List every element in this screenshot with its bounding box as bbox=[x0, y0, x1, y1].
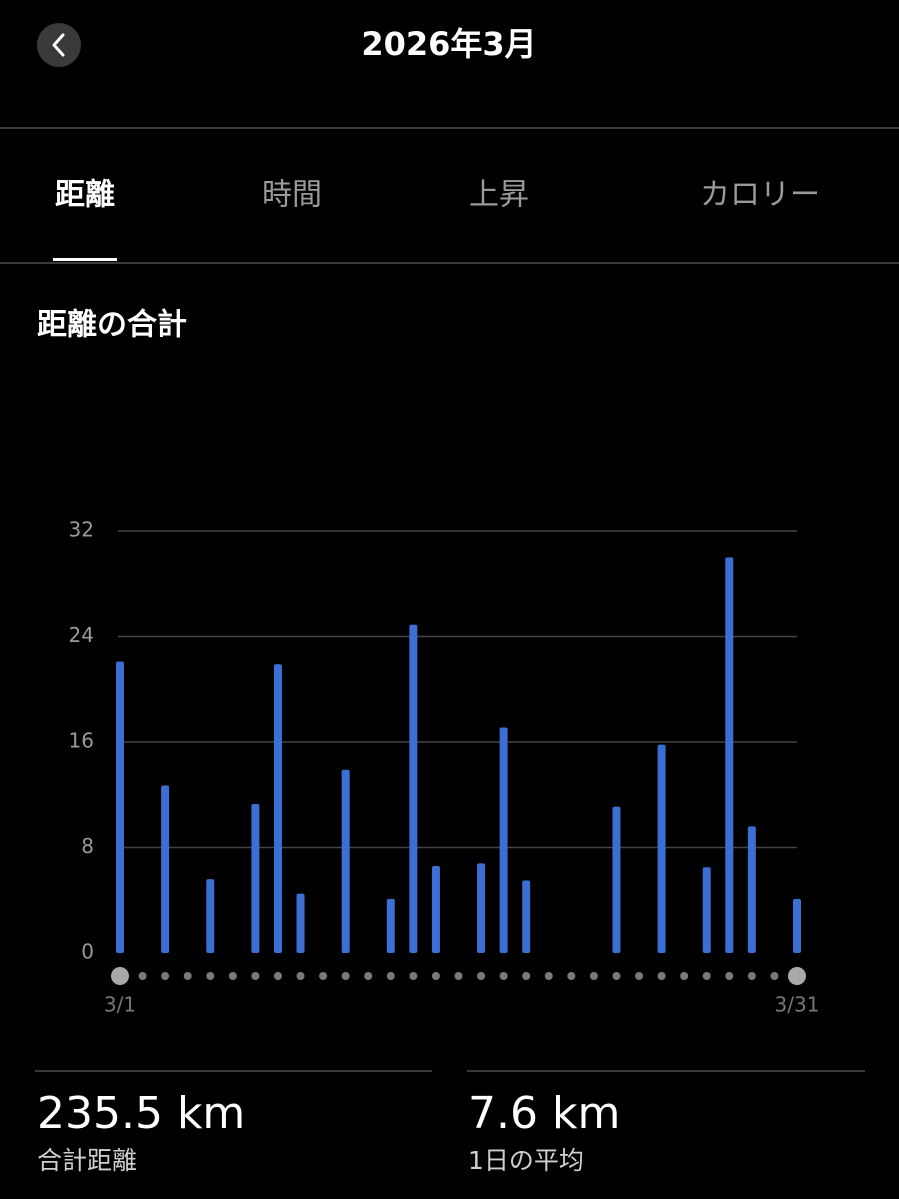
day-dot bbox=[431, 972, 440, 980]
day-dot bbox=[341, 972, 350, 980]
day-dot bbox=[788, 967, 806, 985]
day-dot bbox=[183, 972, 192, 980]
y-tick-label: 8 bbox=[81, 834, 94, 858]
bar bbox=[251, 803, 260, 953]
bar bbox=[409, 624, 418, 953]
bar bbox=[273, 664, 282, 953]
tab[interactable]: カロリー bbox=[700, 178, 820, 213]
day-dot bbox=[251, 972, 260, 980]
bar bbox=[499, 727, 508, 953]
day-dot bbox=[612, 972, 621, 980]
bar bbox=[793, 898, 801, 953]
day-dot bbox=[747, 972, 756, 980]
bar bbox=[657, 744, 666, 953]
day-dot bbox=[589, 972, 598, 980]
bar bbox=[116, 661, 124, 953]
day-dot bbox=[567, 972, 576, 980]
bar bbox=[725, 557, 734, 953]
back-button-bg[interactable] bbox=[37, 23, 81, 67]
bar bbox=[477, 863, 486, 953]
header-title: 2026年3月 bbox=[361, 25, 536, 63]
bar bbox=[296, 893, 305, 953]
day-dot bbox=[635, 972, 644, 980]
day-dot bbox=[454, 972, 463, 980]
day-dot bbox=[206, 972, 215, 980]
section-title: 距離の合計 bbox=[37, 308, 187, 343]
day-dot bbox=[725, 972, 734, 980]
day-dot bbox=[477, 972, 486, 980]
stat-label: 1日の平均 bbox=[468, 1146, 584, 1175]
day-dot bbox=[111, 967, 129, 985]
day-dot bbox=[409, 972, 418, 980]
x-tick-label: 3/31 bbox=[775, 993, 820, 1017]
bar bbox=[612, 806, 621, 953]
y-tick-label: 0 bbox=[81, 940, 94, 964]
x-tick-label: 3/1 bbox=[104, 993, 136, 1017]
bar bbox=[386, 898, 395, 953]
day-dot bbox=[319, 972, 328, 980]
tab[interactable]: 時間 bbox=[262, 178, 322, 213]
day-dot bbox=[702, 972, 711, 980]
day-dot bbox=[657, 972, 666, 980]
tab[interactable]: 距離 bbox=[55, 178, 115, 213]
day-dot bbox=[544, 972, 553, 980]
day-dot bbox=[522, 972, 531, 980]
stat-value: 7.6 km bbox=[468, 1088, 620, 1139]
bar bbox=[431, 865, 440, 953]
y-tick-label: 24 bbox=[69, 623, 94, 647]
bar bbox=[702, 867, 711, 953]
tab-underline bbox=[53, 258, 117, 261]
day-dot bbox=[364, 972, 373, 980]
bar bbox=[161, 785, 170, 953]
back-chevron[interactable] bbox=[52, 33, 65, 57]
y-tick-label: 16 bbox=[69, 729, 94, 753]
stat-label: 合計距離 bbox=[37, 1146, 137, 1175]
day-dot bbox=[680, 972, 689, 980]
stat-value: 235.5 km bbox=[37, 1088, 245, 1139]
bar bbox=[747, 826, 756, 953]
bar bbox=[522, 880, 531, 953]
day-dot bbox=[138, 972, 147, 980]
back-button[interactable] bbox=[37, 23, 81, 67]
day-dot bbox=[499, 972, 508, 980]
y-tick-label: 32 bbox=[69, 518, 94, 542]
day-dot bbox=[296, 972, 305, 980]
tab[interactable]: 上昇 bbox=[469, 178, 529, 213]
day-dot bbox=[228, 972, 237, 980]
day-dot bbox=[273, 972, 282, 980]
day-dot bbox=[386, 972, 395, 980]
bar bbox=[206, 879, 215, 953]
day-dot bbox=[770, 972, 779, 980]
day-dot bbox=[161, 972, 170, 980]
bar bbox=[341, 769, 350, 953]
